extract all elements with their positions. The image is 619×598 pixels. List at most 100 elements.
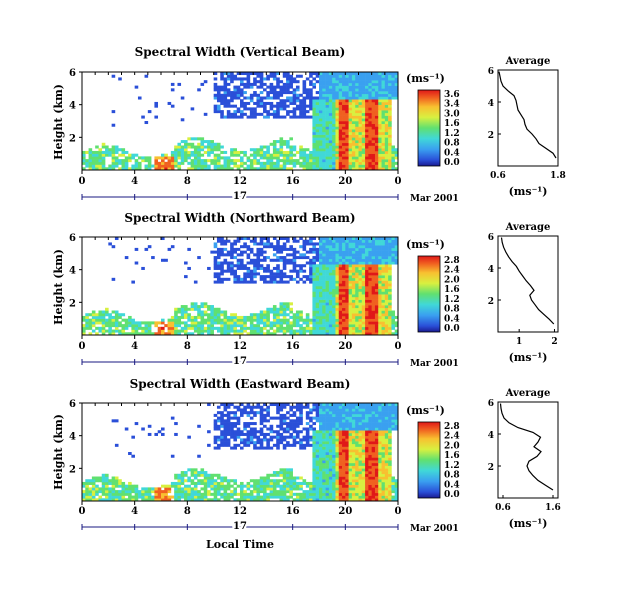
- heat-cell: [282, 101, 287, 105]
- heat-cell: [325, 239, 330, 243]
- heat-cell: [220, 96, 224, 100]
- heat-cell: [223, 484, 228, 488]
- heat-cell: [371, 237, 376, 241]
- heat-cell: [177, 324, 182, 328]
- heat-cell: [319, 419, 323, 423]
- heat-cell: [164, 492, 168, 496]
- heat-cell: [309, 498, 313, 502]
- heat-cell: [315, 476, 320, 480]
- heat-cell: [348, 441, 353, 445]
- heat-cell: [319, 495, 323, 499]
- heat-cell: [338, 82, 343, 86]
- heat-cell: [358, 318, 363, 322]
- heat-cell: [108, 492, 112, 496]
- heat-cell: [276, 324, 280, 328]
- heat-cell: [121, 487, 126, 491]
- heat-cell: [332, 101, 336, 105]
- heat-cell: [309, 101, 313, 105]
- heat-cell: [184, 321, 188, 325]
- heat-cell: [246, 411, 251, 415]
- heat-cell: [368, 118, 372, 122]
- heat-cell: [259, 315, 264, 319]
- heat-cell: [174, 153, 178, 157]
- heat-cell: [105, 481, 109, 485]
- heat-cell: [253, 272, 257, 276]
- heat-cell: [335, 99, 340, 103]
- heat-cell: [137, 492, 142, 496]
- heat-cell: [131, 490, 135, 494]
- heat-cell: [312, 277, 317, 281]
- heat-cell: [325, 80, 330, 84]
- heat-cell: [295, 275, 300, 279]
- heat-cell: [193, 148, 198, 152]
- heat-cell: [144, 324, 149, 328]
- heat-cell: [279, 107, 284, 111]
- heat-cell: [207, 159, 211, 163]
- heat-cell: [315, 258, 320, 262]
- heat-cell: [332, 443, 336, 447]
- heat-cell: [391, 261, 396, 265]
- heat-cell: [98, 164, 103, 168]
- heat-cell: [365, 307, 369, 311]
- heat-cell: [230, 424, 234, 428]
- heat-cell: [328, 313, 333, 317]
- heat-cell: [147, 326, 152, 330]
- heat-cell: [226, 481, 231, 485]
- heat-cell: [279, 427, 284, 431]
- heat-cell: [276, 153, 280, 157]
- heat-cell: [368, 74, 372, 78]
- heatmap-area: [82, 403, 399, 502]
- heat-cell: [259, 313, 264, 317]
- heat-cell: [342, 307, 346, 311]
- heat-cell: [263, 153, 267, 157]
- heat-cell: [309, 237, 313, 241]
- heat-cell: [121, 481, 126, 485]
- heat-cell: [388, 272, 392, 276]
- heat-cell: [378, 261, 382, 265]
- heat-cell: [368, 294, 372, 298]
- heat-cell: [348, 142, 353, 146]
- heat-cell: [328, 261, 333, 265]
- heat-cell: [151, 321, 155, 325]
- heat-cell: [342, 495, 346, 499]
- heat-cell: [299, 148, 303, 152]
- heat-cell: [184, 479, 188, 483]
- heat-cell: [388, 318, 392, 322]
- heat-cell: [167, 101, 172, 105]
- heat-cell: [388, 264, 392, 268]
- heat-cell: [371, 101, 376, 105]
- heat-cell: [388, 253, 392, 257]
- heat-cell: [319, 476, 323, 480]
- heat-cell: [384, 167, 389, 171]
- heat-cell: [325, 449, 330, 453]
- heat-cell: [351, 452, 356, 456]
- profile-x-label: (ms⁻¹): [509, 185, 548, 198]
- heat-cell: [233, 318, 238, 322]
- heat-cell: [279, 142, 284, 146]
- heat-cell: [348, 291, 353, 295]
- heat-cell: [358, 258, 363, 262]
- heat-cell: [144, 247, 149, 251]
- heat-cell: [319, 118, 323, 122]
- heat-cell: [309, 443, 313, 447]
- heat-cell: [325, 150, 330, 154]
- heat-cell: [345, 104, 349, 108]
- date-label: Mar 2001: [410, 194, 459, 204]
- heat-cell: [98, 487, 103, 491]
- heat-cell: [319, 413, 323, 417]
- heat-cell: [319, 145, 323, 149]
- heat-cell: [223, 432, 228, 436]
- heat-cell: [358, 315, 363, 319]
- heat-cell: [305, 416, 310, 420]
- heat-cell: [253, 413, 257, 417]
- heat-cell: [365, 253, 369, 257]
- heat-cell: [213, 422, 218, 426]
- heat-cell: [361, 118, 366, 122]
- heat-cell: [368, 72, 372, 76]
- heat-cell: [345, 286, 349, 290]
- heat-cell: [253, 237, 257, 241]
- heat-cell: [256, 250, 261, 254]
- heat-cell: [371, 277, 376, 281]
- heat-cell: [381, 326, 386, 330]
- heat-cell: [319, 432, 323, 436]
